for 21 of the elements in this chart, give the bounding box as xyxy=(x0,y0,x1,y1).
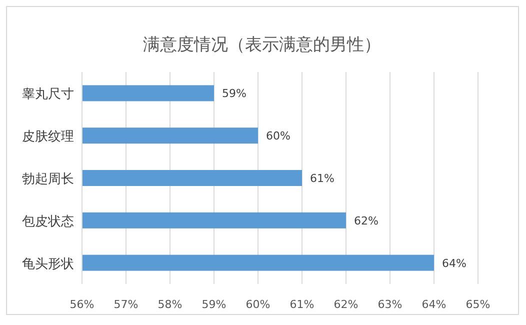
y-tick-label: 包皮状态 xyxy=(22,214,74,230)
data-label: 64% xyxy=(442,256,466,270)
x-tick-label: 63% xyxy=(378,298,402,311)
x-tick-label: 65% xyxy=(466,298,490,311)
y-tick-label: 勃起周长 xyxy=(22,172,74,187)
x-tick-label: 58% xyxy=(158,298,182,311)
data-label: 60% xyxy=(266,130,290,143)
x-tick-label: 57% xyxy=(114,298,138,311)
data-label: 61% xyxy=(310,172,334,185)
y-tick-label: 龟头形状 xyxy=(22,256,74,272)
y-tick-label: 皮肤纹理 xyxy=(22,130,74,145)
x-tick-label: 60% xyxy=(246,298,270,311)
x-tick-label: 59% xyxy=(202,298,226,311)
y-tick-label: 睾丸尺寸 xyxy=(22,87,74,102)
x-tick-label: 56% xyxy=(70,298,94,311)
title: 满意度情况（表示满意的男性） xyxy=(143,35,381,55)
x-tick-label: 61% xyxy=(290,298,314,311)
data-label: 62% xyxy=(354,214,378,228)
data-label: 59% xyxy=(222,87,246,100)
x-tick-label: 62% xyxy=(334,298,358,311)
x-tick-label: 64% xyxy=(422,298,446,311)
